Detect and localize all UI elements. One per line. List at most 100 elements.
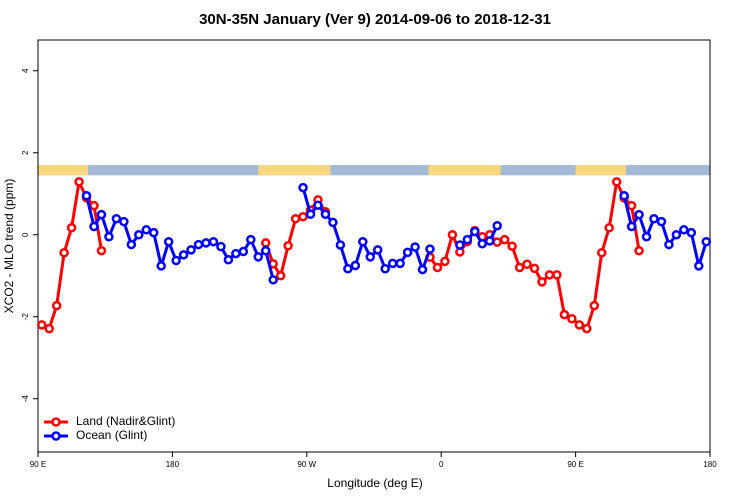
data-point: [246, 234, 256, 245]
data-point: [701, 236, 712, 247]
data-point: [335, 240, 346, 250]
data-point: [365, 252, 376, 262]
data-point: [268, 275, 278, 285]
data-point: [611, 177, 622, 187]
series-line: [85, 195, 275, 281]
y-tick-label: -2: [21, 313, 30, 321]
data-point: [544, 270, 555, 280]
data-point: [455, 240, 465, 250]
data-point: [320, 209, 331, 219]
x-tick-label: 180: [703, 460, 717, 469]
data-point: [119, 216, 129, 227]
legend-marker: [51, 431, 61, 441]
data-point: [395, 258, 405, 269]
data-point: [626, 221, 637, 232]
data-point: [484, 236, 495, 246]
data-point: [507, 241, 517, 251]
data-point: [529, 263, 540, 274]
plot-frame: [37, 39, 711, 453]
data-point: [679, 225, 689, 235]
chart-title: 30N-35N January (Ver 9) 2014-09-06 to 20…: [199, 11, 551, 28]
y-tick-label: 2: [21, 150, 30, 155]
data-point: [387, 258, 398, 269]
data-point: [596, 248, 607, 258]
data-point: [51, 300, 62, 311]
data-point: [425, 244, 435, 254]
data-point: [328, 217, 338, 228]
data-point: [582, 323, 592, 334]
data-point: [305, 209, 316, 219]
data-point: [193, 239, 204, 250]
data-point: [96, 245, 107, 256]
data-point: [201, 238, 211, 248]
data-point: [522, 259, 532, 269]
land-band: [575, 165, 626, 176]
data-point: [96, 209, 107, 220]
data-point: [440, 256, 450, 267]
data-point: [253, 252, 264, 262]
data-point: [567, 314, 577, 324]
data-point: [231, 248, 241, 259]
x-tick-label: 90 E: [567, 460, 583, 469]
data-point: [208, 236, 219, 247]
data-point: [402, 247, 413, 258]
data-point: [417, 264, 428, 275]
data-point: [313, 200, 323, 210]
data-point: [537, 277, 547, 287]
data-point: [664, 239, 674, 250]
data-point: [492, 237, 502, 247]
data-point: [559, 309, 570, 320]
data-point: [134, 229, 144, 240]
y-axis-label: XCO2 - MLO trend (ppm): [2, 179, 16, 314]
data-point: [694, 261, 704, 271]
data-point: [358, 236, 368, 247]
data-point: [89, 200, 99, 211]
x-tick-label: 90 E: [30, 460, 46, 469]
data-point: [343, 264, 353, 274]
data-point: [275, 270, 286, 281]
data-point: [260, 238, 271, 248]
land-band: [428, 165, 501, 176]
data-point: [59, 248, 69, 258]
data-point: [216, 241, 226, 252]
data-point: [74, 177, 84, 187]
data-point: [686, 227, 697, 238]
data-point: [89, 221, 99, 232]
data-point: [66, 223, 77, 233]
data-point: [104, 232, 114, 242]
data-point: [514, 262, 525, 273]
data-point: [649, 213, 659, 224]
land-band: [258, 165, 331, 176]
data-point: [36, 320, 47, 330]
data-point: [380, 264, 390, 274]
data-point: [619, 191, 629, 201]
data-point: [260, 245, 271, 256]
data-point: [186, 245, 196, 255]
data-point: [350, 260, 361, 271]
data-point: [634, 245, 644, 256]
y-tick-label: -4: [21, 395, 30, 403]
data-point: [634, 209, 644, 220]
data-point: [410, 242, 420, 252]
data-point: [111, 213, 122, 224]
data-point: [126, 239, 137, 250]
data-point: [141, 225, 152, 235]
data-point: [447, 229, 458, 240]
y-tick-label: 0: [21, 232, 30, 237]
data-point: [44, 323, 54, 334]
data-point: [372, 245, 383, 255]
data-point: [290, 213, 301, 224]
data-point: [656, 216, 667, 227]
x-axis-label: Longitude (deg E): [327, 476, 422, 490]
land-band: [38, 165, 89, 176]
data-point: [574, 320, 585, 330]
data-point: [589, 300, 600, 311]
data-point: [470, 226, 480, 237]
data-point: [238, 246, 249, 257]
data-point: [148, 227, 159, 238]
x-tick-label: 90 W: [297, 460, 316, 469]
data-point: [552, 270, 562, 280]
data-point: [223, 254, 234, 265]
legend-marker: [51, 417, 61, 427]
